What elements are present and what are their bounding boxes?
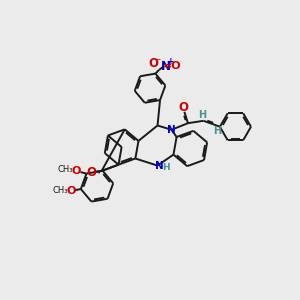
Text: O: O xyxy=(179,101,189,114)
Text: O: O xyxy=(87,166,97,179)
Text: O: O xyxy=(66,186,75,196)
Text: CH₃: CH₃ xyxy=(52,186,68,195)
Text: +: + xyxy=(167,57,175,66)
Text: H: H xyxy=(213,126,221,136)
Text: CH₃: CH₃ xyxy=(58,166,73,175)
Text: H: H xyxy=(198,110,206,120)
Text: N: N xyxy=(154,161,163,171)
Text: ⁻: ⁻ xyxy=(155,57,160,67)
Text: O: O xyxy=(148,57,158,70)
Text: H: H xyxy=(162,164,169,172)
Text: N: N xyxy=(167,125,176,135)
Text: N: N xyxy=(160,60,170,73)
Text: =O: =O xyxy=(163,61,182,71)
Text: O: O xyxy=(72,166,81,176)
